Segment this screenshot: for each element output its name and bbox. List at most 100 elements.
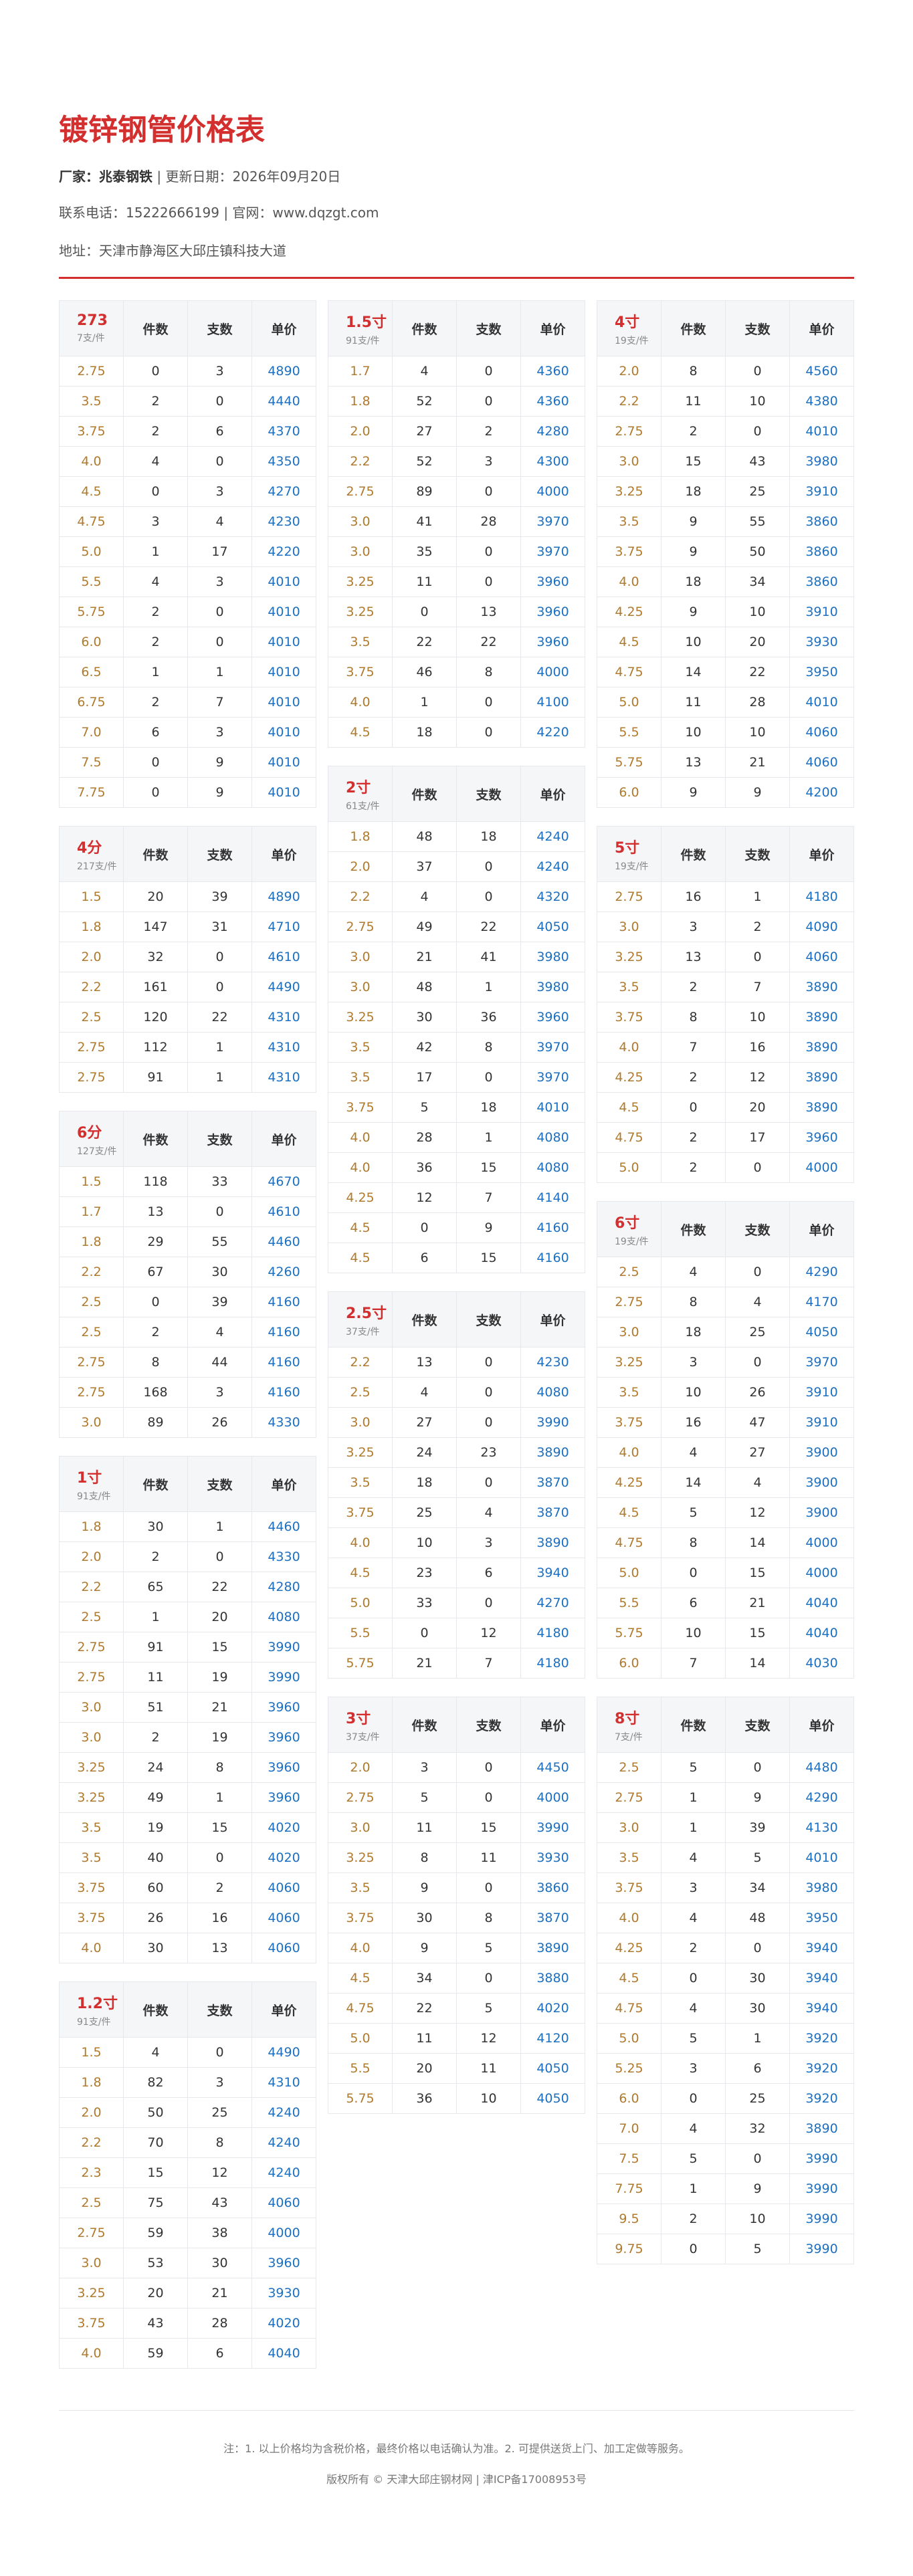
row: 3.5 9 0 3860 (328, 1872, 585, 1903)
price: 4000 (789, 1152, 854, 1183)
bundles: 51 (123, 1692, 188, 1723)
column: 1.5寸 91支/件 件数 支数 单价 1.7 4 0 4360 1.8 52 0 4360 2.0 27 2… (328, 300, 585, 2369)
bundles: 3 (661, 911, 726, 942)
bundles: 2 (123, 627, 188, 657)
table-name-cell: 4寸 19支/件 (597, 300, 662, 356)
price: 3990 (251, 1662, 316, 1693)
price: 4670 (251, 1166, 316, 1197)
pieces: 31 (187, 911, 252, 942)
bundles: 3 (123, 506, 188, 537)
price: 4050 (520, 911, 585, 942)
pieces: 9 (725, 777, 790, 808)
spec: 4.5 (59, 476, 124, 507)
spec: 4.5 (328, 1558, 393, 1588)
spec: 2.75 (59, 1662, 124, 1693)
pieces: 14 (725, 1648, 790, 1679)
pieces: 10 (725, 1002, 790, 1033)
spec: 3.5 (328, 1872, 393, 1903)
price: 3970 (520, 536, 585, 567)
copyright: 版权所有 © 天津大邱庄钢材网 | 津ICP备17008953号 (326, 2473, 587, 2486)
price: 4010 (251, 717, 316, 748)
price: 4000 (789, 1558, 854, 1588)
pieces: 0 (725, 1752, 790, 1783)
spec: 7.0 (597, 2113, 662, 2144)
row: 2.75 112 1 4310 (59, 1032, 316, 1063)
table-name-cell: 6分 127支/件 (59, 1111, 124, 1167)
row: 3.75 43 28 4020 (59, 2308, 316, 2339)
spec: 3.5 (59, 386, 124, 417)
row: 3.75 8 10 3890 (597, 1002, 854, 1033)
bundles: 11 (392, 566, 457, 597)
spec: 4.5 (597, 1092, 662, 1123)
column-header: 支数 (725, 1697, 790, 1753)
column-header: 件数 (661, 1201, 726, 1257)
spec: 3.75 (597, 1002, 662, 1033)
pieces: 0 (725, 1347, 790, 1378)
price: 3900 (789, 1437, 854, 1468)
pieces: 7 (456, 1648, 521, 1679)
price-table: 4寸 19支/件 件数 支数 单价 2.0 8 0 4560 2.2 11 10 4380 2.75 2 0 4… (597, 300, 854, 808)
spec: 7.75 (597, 2173, 662, 2204)
bundles: 91 (123, 1062, 188, 1093)
pieces: 4 (187, 1317, 252, 1348)
pieces: 5 (725, 1842, 790, 1873)
row: 6.0 2 0 4010 (59, 627, 316, 657)
bundles: 40 (123, 1842, 188, 1873)
bundles: 120 (123, 1002, 188, 1033)
column-header: 单价 (520, 1697, 585, 1753)
price: 4710 (251, 911, 316, 942)
header-row: 4分 217支/件 件数 支数 单价 (59, 826, 316, 882)
spec: 6.0 (597, 777, 662, 808)
bundles: 13 (123, 1196, 188, 1227)
pieces: 19 (187, 1722, 252, 1753)
pieces: 0 (725, 1257, 790, 1287)
pieces: 0 (456, 356, 521, 387)
bundles: 10 (392, 1527, 457, 1558)
bundles: 10 (661, 627, 726, 657)
bundles: 91 (123, 1632, 188, 1662)
bundles: 24 (392, 1437, 457, 1468)
price: 4330 (251, 1541, 316, 1572)
spec: 1.8 (328, 821, 393, 852)
price: 4490 (251, 972, 316, 1002)
pieces: 8 (456, 1903, 521, 1933)
row: 5.0 5 1 3920 (597, 2023, 854, 2054)
row: 3.75 60 2 4060 (59, 1872, 316, 1903)
price-table: 6分 127支/件 件数 支数 单价 1.5 118 33 4670 1.7 13 0 4610 1.8 2… (59, 1111, 316, 1438)
spec: 4.0 (328, 1122, 393, 1153)
row: 2.3 15 12 4240 (59, 2157, 316, 2188)
spec: 3.0 (597, 1317, 662, 1348)
pieces: 25 (725, 1317, 790, 1348)
row: 4.75 8 14 4000 (597, 1527, 854, 1558)
bundles: 5 (392, 1782, 457, 1813)
spec: 2.0 (59, 1541, 124, 1572)
spec: 3.75 (59, 2308, 124, 2339)
bundles: 13 (392, 1347, 457, 1378)
pieces: 15 (456, 1812, 521, 1843)
spec: 4.5 (328, 1243, 393, 1273)
column-header: 支数 (187, 1111, 252, 1167)
bundles: 25 (392, 1497, 457, 1528)
row: 3.0 48 1 3980 (328, 972, 585, 1002)
bundles: 0 (123, 747, 188, 778)
price: 4010 (251, 566, 316, 597)
row: 2.5 0 39 4160 (59, 1287, 316, 1317)
pieces: 38 (187, 2218, 252, 2248)
price: 3980 (789, 446, 854, 477)
pieces: 10 (725, 597, 790, 627)
info-line: 厂家：兆泰钢铁 | 更新日期：2026年09月20日 (59, 166, 340, 185)
bundles: 8 (661, 1527, 726, 1558)
spec: 3.25 (597, 942, 662, 972)
row: 3.5 2 7 3890 (597, 972, 854, 1002)
pieces: 15 (725, 1558, 790, 1588)
bundles: 14 (661, 657, 726, 687)
row: 3.5 9 55 3860 (597, 506, 854, 537)
price: 3980 (789, 1872, 854, 1903)
spec: 2.5 (328, 1377, 393, 1408)
pieces: 1 (187, 1062, 252, 1093)
pieces: 0 (725, 1152, 790, 1183)
spec: 6.0 (597, 2083, 662, 2114)
price: 4170 (789, 1287, 854, 1317)
row: 4.5 0 9 4160 (328, 1212, 585, 1243)
spec: 3.25 (597, 476, 662, 507)
